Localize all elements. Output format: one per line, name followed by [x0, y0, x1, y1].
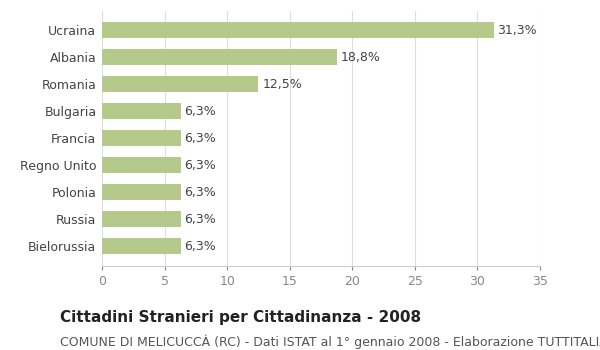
Text: 12,5%: 12,5% — [262, 78, 302, 91]
Bar — [102, 76, 259, 92]
Text: 6,3%: 6,3% — [185, 186, 217, 199]
Text: 6,3%: 6,3% — [185, 105, 217, 118]
Bar — [102, 49, 337, 65]
Text: Cittadini Stranieri per Cittadinanza - 2008: Cittadini Stranieri per Cittadinanza - 2… — [60, 310, 421, 325]
Text: 31,3%: 31,3% — [497, 24, 537, 37]
Bar — [102, 103, 181, 119]
Text: COMUNE DI MELICUCCÀ (RC) - Dati ISTAT al 1° gennaio 2008 - Elaborazione TUTTITAL: COMUNE DI MELICUCCÀ (RC) - Dati ISTAT al… — [60, 334, 600, 349]
Bar — [102, 184, 181, 200]
Text: 6,3%: 6,3% — [185, 132, 217, 145]
Bar — [102, 211, 181, 228]
Bar — [102, 157, 181, 173]
Text: 6,3%: 6,3% — [185, 159, 217, 172]
Text: 18,8%: 18,8% — [341, 51, 381, 64]
Text: 6,3%: 6,3% — [185, 240, 217, 253]
Bar — [102, 130, 181, 146]
Text: 6,3%: 6,3% — [185, 213, 217, 226]
Bar — [102, 22, 494, 38]
Bar — [102, 238, 181, 254]
